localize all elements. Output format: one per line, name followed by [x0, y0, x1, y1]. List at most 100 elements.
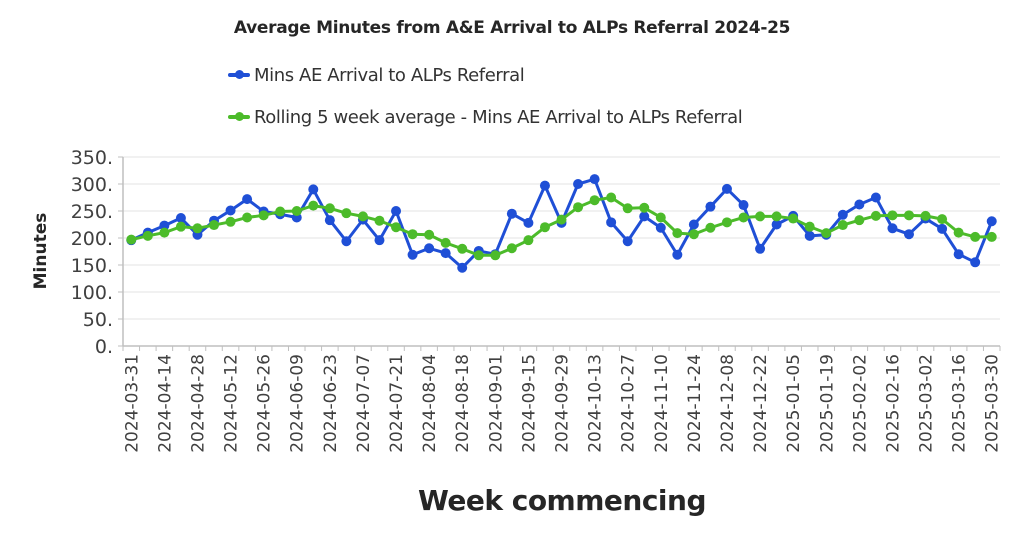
- x-tick-label: 2025-02-16: [883, 354, 903, 453]
- data-point: [242, 212, 253, 223]
- data-point: [672, 249, 683, 260]
- data-point: [655, 212, 666, 223]
- data-point: [126, 234, 137, 245]
- x-tick-label: 2025-03-16: [950, 354, 970, 453]
- x-tick-label: 2024-12-08: [718, 354, 738, 453]
- data-point: [275, 206, 286, 217]
- data-point: [523, 217, 534, 228]
- data-point: [473, 250, 484, 261]
- data-point: [324, 203, 335, 214]
- y-axis-title: Minutes: [31, 213, 51, 290]
- x-tick-label: 2024-11-10: [652, 354, 672, 453]
- data-point: [341, 208, 352, 219]
- data-point: [506, 243, 517, 254]
- data-point: [573, 202, 584, 213]
- x-tick-label: 2024-05-26: [255, 354, 275, 453]
- data-point: [258, 210, 269, 221]
- y-tick-label: 200.: [71, 228, 113, 250]
- data-point: [639, 202, 650, 213]
- data-point: [357, 211, 368, 222]
- data-point: [539, 180, 550, 191]
- data-point: [854, 199, 865, 210]
- x-axis-title: Week commencing: [417, 484, 707, 517]
- x-tick-label: 2024-10-13: [586, 354, 606, 453]
- data-point: [721, 183, 732, 194]
- x-tick-label: 2024-04-28: [188, 354, 208, 453]
- data-point: [341, 236, 352, 247]
- data-point: [589, 195, 600, 206]
- data-point: [937, 223, 948, 234]
- data-point: [953, 227, 964, 238]
- data-point: [324, 215, 335, 226]
- data-point: [539, 222, 550, 233]
- data-point: [175, 221, 186, 232]
- data-point: [771, 219, 782, 230]
- data-point: [225, 205, 236, 216]
- y-tick-label: 300.: [71, 174, 113, 196]
- data-point: [308, 200, 319, 211]
- data-point: [788, 213, 799, 224]
- data-point: [688, 229, 699, 240]
- data-point: [970, 231, 981, 242]
- x-tick-label: 2024-09-01: [486, 354, 506, 453]
- data-point: [159, 220, 170, 231]
- data-point: [688, 219, 699, 230]
- data-point: [606, 217, 617, 228]
- y-tick-label: 250.: [71, 201, 113, 223]
- data-point: [490, 250, 501, 261]
- data-point: [705, 201, 716, 212]
- green-line-marker-icon: [228, 112, 250, 121]
- data-point: [374, 235, 385, 246]
- data-point: [407, 249, 418, 260]
- x-tick-label: 2024-03-31: [122, 354, 142, 453]
- x-tick-label: 2025-01-19: [817, 354, 837, 453]
- data-point: [937, 214, 948, 225]
- x-tick-label: 2024-06-23: [321, 354, 341, 453]
- data-point: [424, 229, 435, 240]
- data-point: [887, 223, 898, 234]
- x-tick-label: 2025-01-05: [784, 354, 804, 453]
- data-point: [573, 179, 584, 189]
- data-point: [771, 211, 782, 222]
- data-point: [391, 222, 402, 233]
- data-point: [903, 210, 914, 221]
- data-point: [870, 192, 881, 203]
- data-point: [854, 215, 865, 226]
- data-point: [622, 203, 633, 214]
- data-point: [457, 262, 468, 273]
- data-point: [639, 211, 650, 222]
- y-tick-label: 0.: [95, 336, 113, 358]
- data-point: [804, 230, 815, 241]
- x-tick-label: 2024-07-07: [354, 354, 374, 453]
- data-point: [225, 216, 236, 227]
- legend-label-raw: Mins AE Arrival to ALPs Referral: [254, 64, 525, 86]
- x-tick-label: 2024-08-18: [453, 354, 473, 453]
- x-tick-label: 2024-09-29: [553, 354, 573, 453]
- x-tick-label: 2024-05-12: [222, 354, 242, 453]
- data-point: [804, 221, 815, 232]
- data-point: [589, 174, 600, 185]
- data-point: [622, 236, 633, 247]
- data-point: [953, 249, 964, 260]
- data-point: [308, 184, 319, 195]
- data-point: [374, 215, 385, 226]
- data-point: [755, 211, 766, 222]
- data-point: [175, 213, 186, 224]
- data-point: [424, 243, 435, 254]
- data-point: [870, 210, 881, 221]
- data-point: [242, 194, 253, 205]
- x-tick-label: 2024-10-27: [619, 354, 639, 453]
- x-tick-label: 2025-02-02: [850, 354, 870, 453]
- x-tick-label: 2025-03-02: [917, 354, 937, 453]
- data-point: [903, 229, 914, 240]
- data-point: [986, 231, 997, 242]
- x-tick-label: 2024-06-09: [288, 354, 308, 453]
- legend: Mins AE Arrival to ALPs Referral Rolling…: [228, 64, 743, 148]
- data-point: [837, 209, 848, 220]
- legend-item-rolling: Rolling 5 week average - Mins AE Arrival…: [228, 106, 743, 128]
- x-tick-label: 2024-07-21: [387, 354, 407, 453]
- data-point: [705, 222, 716, 233]
- data-point: [159, 227, 170, 238]
- y-tick-label: 150.: [71, 255, 113, 277]
